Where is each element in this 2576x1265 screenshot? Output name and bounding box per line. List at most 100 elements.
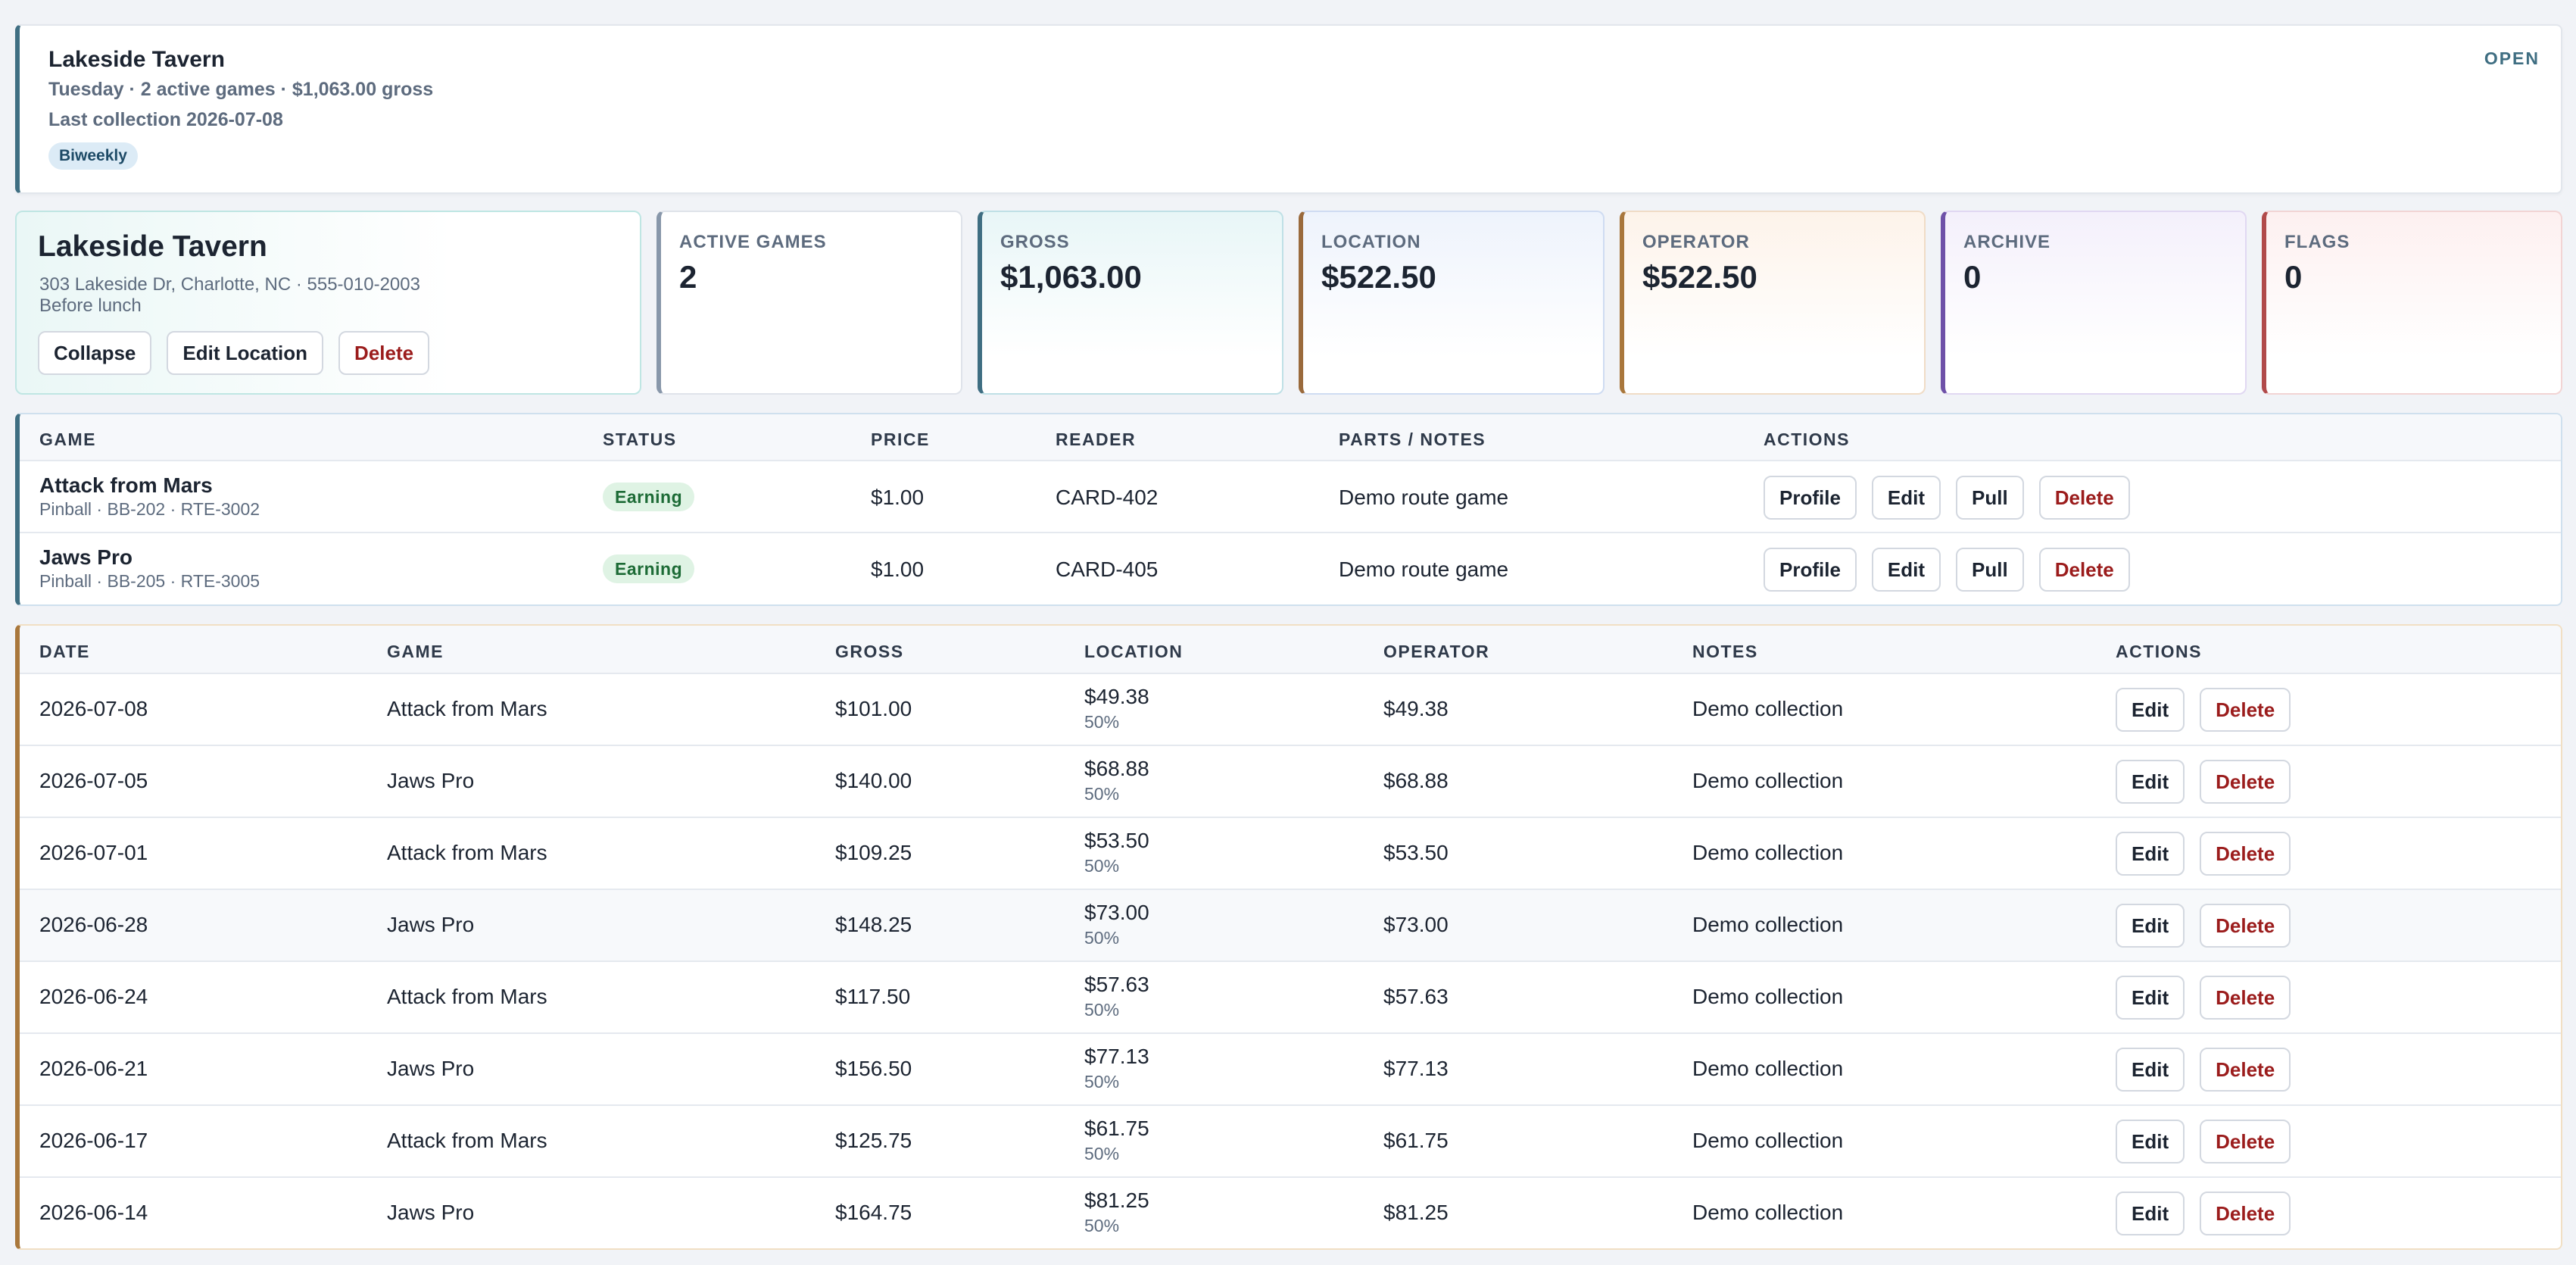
stat-value: 2 — [679, 259, 697, 295]
col-header-notes: NOTES — [1692, 642, 1758, 661]
edit-button[interactable]: Edit — [2116, 1192, 2185, 1235]
col-header-actions: ACTIONS — [2116, 642, 2202, 661]
cell-location: $68.88 — [1084, 757, 1149, 780]
delete-button[interactable]: Delete — [2200, 760, 2291, 804]
table-row: 2026-07-05 Jaws Pro $140.00 $68.88 50% $… — [20, 746, 2561, 818]
pull-button[interactable]: Pull — [1956, 476, 2024, 520]
status-badge: Earning — [603, 483, 695, 511]
cell-location-pct: 50% — [1084, 784, 1120, 804]
edit-button[interactable]: Edit — [1871, 476, 1941, 520]
edit-button[interactable]: Edit — [2116, 1048, 2185, 1092]
cell-operator: $73.00 — [1383, 913, 1449, 936]
collapse-button[interactable]: Collapse — [38, 331, 152, 375]
stat-label: OPERATOR — [1642, 232, 1750, 252]
cell-date: 2026-07-08 — [39, 697, 148, 720]
delete-button[interactable]: Delete — [2038, 548, 2130, 592]
stat-value: $522.50 — [1642, 259, 1757, 295]
cell-notes: Demo collection — [1692, 1201, 1844, 1224]
edit-button[interactable]: Edit — [1871, 548, 1941, 592]
table-row: 2026-06-28 Jaws Pro $148.25 $73.00 50% $… — [20, 890, 2561, 962]
cell-operator: $81.25 — [1383, 1201, 1449, 1224]
edit-location-button[interactable]: Edit Location — [167, 331, 324, 375]
status-badge: Earning — [603, 554, 695, 583]
cell-date: 2026-06-14 — [39, 1201, 148, 1224]
stat-label: ARCHIVE — [1963, 232, 2051, 252]
stat-value: 0 — [1963, 259, 1982, 295]
header-subtitle: Tuesday · 2 active games · $1,063.00 gro… — [48, 79, 434, 100]
collections-table: DATE GAME GROSS LOCATION OPERATOR NOTES … — [15, 624, 2562, 1250]
location-info-card: Lakeside Tavern 303 Lakeside Dr, Charlot… — [15, 211, 641, 395]
stat-location: LOCATION $522.50 — [1299, 211, 1605, 395]
col-header-location: LOCATION — [1084, 642, 1184, 661]
location-note: Before lunch — [39, 295, 142, 316]
table-row: 2026-07-08 Attack from Mars $101.00 $49.… — [20, 674, 2561, 746]
stat-label: ACTIVE GAMES — [679, 232, 827, 252]
pull-button[interactable]: Pull — [1956, 548, 2024, 592]
cell-operator: $61.75 — [1383, 1129, 1449, 1152]
cell-game: Attack from Mars — [387, 841, 547, 864]
cell-date: 2026-06-17 — [39, 1129, 148, 1152]
edit-button[interactable]: Edit — [2116, 904, 2185, 948]
game-price: $1.00 — [871, 486, 925, 509]
row-actions: Edit Delete — [2116, 904, 2291, 948]
cell-gross: $140.00 — [835, 769, 912, 792]
delete-button[interactable]: Delete — [2200, 1120, 2291, 1163]
status-label: OPEN — [2484, 48, 2540, 68]
cell-location-pct: 50% — [1084, 856, 1120, 876]
col-header-date: DATE — [39, 642, 90, 661]
cell-location-pct: 50% — [1084, 928, 1120, 948]
cell-location: $49.38 — [1084, 685, 1149, 708]
row-actions: Edit Delete — [2116, 1120, 2291, 1163]
delete-button[interactable]: Delete — [2200, 904, 2291, 948]
game-price: $1.00 — [871, 558, 925, 581]
row-actions: Edit Delete — [2116, 1048, 2291, 1092]
edit-button[interactable]: Edit — [2116, 976, 2185, 1020]
game-name: Attack from Mars — [39, 473, 213, 497]
cell-game: Jaws Pro — [387, 1057, 475, 1080]
collections-table-header: DATE GAME GROSS LOCATION OPERATOR NOTES … — [20, 626, 2561, 674]
col-header-operator: OPERATOR — [1383, 642, 1490, 661]
stat-archive: ARCHIVE 0 — [1941, 211, 2247, 395]
table-row: Jaws Pro Pinball · BB-205 · RTE-3005 Ear… — [20, 533, 2561, 604]
edit-button[interactable]: Edit — [2116, 832, 2185, 876]
row-actions: Edit Delete — [2116, 832, 2291, 876]
location-name: Lakeside Tavern — [38, 230, 267, 263]
edit-button[interactable]: Edit — [2116, 1120, 2185, 1163]
delete-button[interactable]: Delete — [2200, 1192, 2291, 1235]
cell-operator: $68.88 — [1383, 769, 1449, 792]
game-actions: Profile Edit Pull Delete — [1764, 476, 2130, 520]
cell-notes: Demo collection — [1692, 913, 1844, 936]
cell-gross: $101.00 — [835, 697, 912, 720]
table-row: 2026-07-01 Attack from Mars $109.25 $53.… — [20, 818, 2561, 890]
location-actions: Collapse Edit Location Delete — [38, 331, 430, 375]
location-address: 303 Lakeside Dr, Charlotte, NC · 555-010… — [39, 274, 420, 295]
cell-location-pct: 50% — [1084, 1072, 1120, 1092]
cell-location: $81.25 — [1084, 1188, 1149, 1212]
delete-button[interactable]: Delete — [2200, 976, 2291, 1020]
edit-button[interactable]: Edit — [2116, 688, 2185, 732]
cell-operator: $53.50 — [1383, 841, 1449, 864]
edit-button[interactable]: Edit — [2116, 760, 2185, 804]
cell-date: 2026-06-28 — [39, 913, 148, 936]
cell-notes: Demo collection — [1692, 1057, 1844, 1080]
delete-location-button[interactable]: Delete — [338, 331, 430, 375]
cell-gross: $125.75 — [835, 1129, 912, 1152]
game-meta: Pinball · BB-202 · RTE-3002 — [39, 499, 260, 519]
delete-button[interactable]: Delete — [2200, 832, 2291, 876]
profile-button[interactable]: Profile — [1764, 548, 1857, 592]
delete-button[interactable]: Delete — [2200, 688, 2291, 732]
delete-button[interactable]: Delete — [2038, 476, 2130, 520]
profile-button[interactable]: Profile — [1764, 476, 1857, 520]
table-row: 2026-06-24 Attack from Mars $117.50 $57.… — [20, 962, 2561, 1034]
cell-operator: $49.38 — [1383, 697, 1449, 720]
stat-label: GROSS — [1000, 232, 1070, 252]
cell-location: $77.13 — [1084, 1045, 1149, 1068]
location-header-card[interactable]: Lakeside Tavern Tuesday · 2 active games… — [15, 24, 2562, 194]
row-actions: Edit Delete — [2116, 976, 2291, 1020]
cell-location: $61.75 — [1084, 1117, 1149, 1140]
game-notes: Demo route game — [1339, 558, 1509, 581]
col-header-reader: READER — [1056, 429, 1137, 449]
col-header-game: GAME — [39, 429, 96, 449]
cell-notes: Demo collection — [1692, 841, 1844, 864]
delete-button[interactable]: Delete — [2200, 1048, 2291, 1092]
